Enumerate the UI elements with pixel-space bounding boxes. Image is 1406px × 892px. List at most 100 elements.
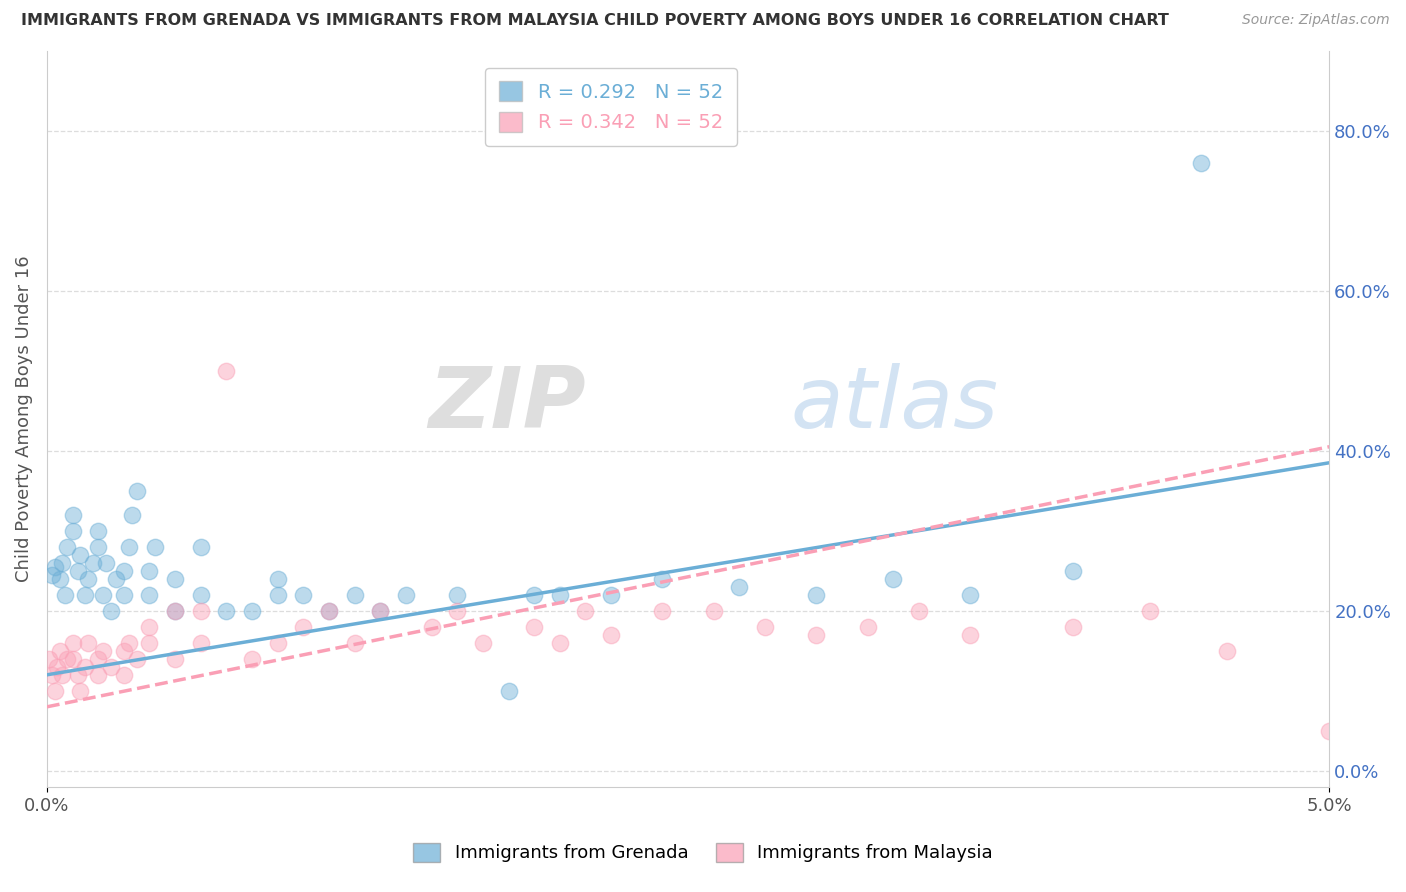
Point xyxy=(446,604,468,618)
Point xyxy=(87,540,110,554)
Text: ZIP: ZIP xyxy=(427,362,585,445)
Point xyxy=(100,604,122,618)
Point xyxy=(112,588,135,602)
Point xyxy=(51,556,73,570)
Point xyxy=(138,588,160,602)
Point xyxy=(143,540,166,554)
Point xyxy=(1215,644,1237,658)
Point xyxy=(66,564,89,578)
Point xyxy=(62,524,84,538)
Point xyxy=(118,540,141,554)
Point xyxy=(1062,564,1084,578)
Point xyxy=(856,620,879,634)
Point xyxy=(75,588,97,602)
Point xyxy=(523,620,546,634)
Point xyxy=(125,652,148,666)
Point xyxy=(44,559,66,574)
Point xyxy=(267,588,290,602)
Point xyxy=(651,604,673,618)
Point xyxy=(41,668,63,682)
Point xyxy=(240,652,263,666)
Point xyxy=(53,588,76,602)
Point xyxy=(165,652,187,666)
Point xyxy=(600,588,623,602)
Point xyxy=(959,628,981,642)
Point xyxy=(46,660,69,674)
Point xyxy=(138,636,160,650)
Point xyxy=(48,572,70,586)
Point xyxy=(1189,155,1212,169)
Point xyxy=(125,483,148,498)
Point xyxy=(77,636,100,650)
Point xyxy=(651,572,673,586)
Point xyxy=(165,604,187,618)
Point xyxy=(105,572,128,586)
Point xyxy=(118,636,141,650)
Point xyxy=(112,644,135,658)
Point xyxy=(38,652,60,666)
Point xyxy=(62,508,84,522)
Point xyxy=(87,524,110,538)
Text: IMMIGRANTS FROM GRENADA VS IMMIGRANTS FROM MALAYSIA CHILD POVERTY AMONG BOYS UND: IMMIGRANTS FROM GRENADA VS IMMIGRANTS FR… xyxy=(21,13,1168,29)
Point xyxy=(368,604,391,618)
Point xyxy=(94,556,117,570)
Point xyxy=(395,588,418,602)
Point xyxy=(368,604,391,618)
Point xyxy=(728,580,751,594)
Point xyxy=(62,652,84,666)
Point xyxy=(318,604,340,618)
Point xyxy=(292,588,315,602)
Point xyxy=(806,588,828,602)
Point xyxy=(165,604,187,618)
Point xyxy=(523,588,546,602)
Point xyxy=(754,620,776,634)
Point xyxy=(343,636,366,650)
Point xyxy=(121,508,143,522)
Point xyxy=(56,652,79,666)
Point xyxy=(318,604,340,618)
Text: atlas: atlas xyxy=(790,362,998,445)
Point xyxy=(882,572,904,586)
Point xyxy=(1317,723,1340,738)
Point xyxy=(1062,620,1084,634)
Point xyxy=(548,636,571,650)
Point xyxy=(56,540,79,554)
Point xyxy=(91,588,114,602)
Point xyxy=(87,652,110,666)
Point xyxy=(190,540,212,554)
Point xyxy=(215,604,238,618)
Point xyxy=(66,668,89,682)
Point xyxy=(806,628,828,642)
Point xyxy=(69,548,91,562)
Point xyxy=(215,364,238,378)
Point xyxy=(343,588,366,602)
Point xyxy=(574,604,596,618)
Point xyxy=(138,620,160,634)
Text: Source: ZipAtlas.com: Source: ZipAtlas.com xyxy=(1241,13,1389,28)
Point xyxy=(548,588,571,602)
Point xyxy=(100,660,122,674)
Point xyxy=(908,604,931,618)
Legend: Immigrants from Grenada, Immigrants from Malaysia: Immigrants from Grenada, Immigrants from… xyxy=(406,836,1000,870)
Point xyxy=(165,572,187,586)
Point xyxy=(75,660,97,674)
Point xyxy=(41,567,63,582)
Point xyxy=(138,564,160,578)
Point xyxy=(44,683,66,698)
Point xyxy=(69,683,91,698)
Point xyxy=(91,644,114,658)
Point xyxy=(190,636,212,650)
Point xyxy=(471,636,494,650)
Point xyxy=(267,572,290,586)
Point xyxy=(82,556,104,570)
Point xyxy=(498,683,520,698)
Point xyxy=(48,644,70,658)
Y-axis label: Child Poverty Among Boys Under 16: Child Poverty Among Boys Under 16 xyxy=(15,255,32,582)
Point xyxy=(190,604,212,618)
Point xyxy=(420,620,443,634)
Point xyxy=(267,636,290,650)
Point xyxy=(112,564,135,578)
Point xyxy=(190,588,212,602)
Point xyxy=(703,604,725,618)
Point xyxy=(112,668,135,682)
